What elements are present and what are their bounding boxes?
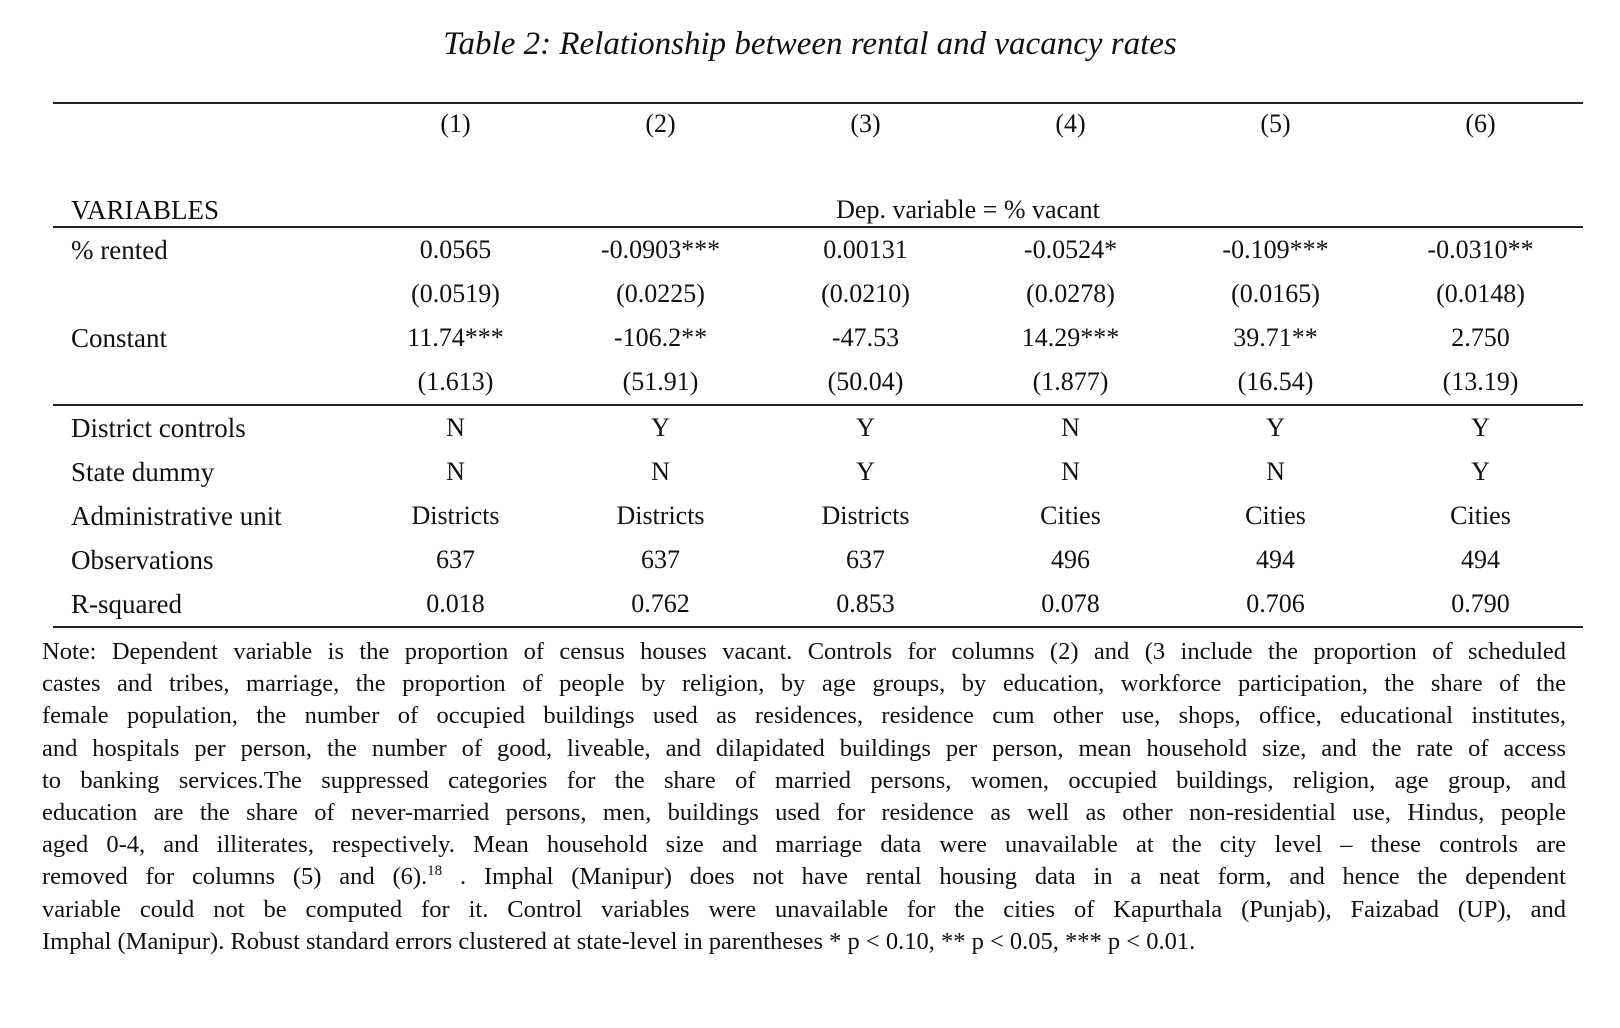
note-line: education are the share of never-married… bbox=[42, 799, 1566, 827]
note-line: castes and tribes, marriage, the proport… bbox=[42, 670, 1566, 698]
table-cell: Districts bbox=[616, 501, 705, 530]
table-cell: (51.91) bbox=[622, 367, 699, 396]
table-row: State dummy N N Y N N Y bbox=[53, 450, 1583, 494]
note-line: Note: Dependent variable is the proporti… bbox=[42, 638, 1566, 665]
row-label bbox=[53, 272, 353, 316]
table-cell: 39.71** bbox=[1233, 323, 1318, 352]
table-cell: 637 bbox=[641, 545, 680, 574]
table-cell: -0.0524* bbox=[1023, 235, 1118, 264]
table-cell: N bbox=[1061, 457, 1080, 486]
table-cell: N bbox=[353, 404, 558, 450]
table-cell: 0.078 bbox=[968, 582, 1173, 628]
table-cell: 637 bbox=[846, 545, 885, 574]
table-cell: -0.0903*** bbox=[600, 235, 721, 264]
table-cell: 496 bbox=[1051, 545, 1090, 574]
table-cell: -0.0310** bbox=[1427, 235, 1534, 264]
table-cell: Districts bbox=[411, 501, 500, 530]
column-header: (2) bbox=[558, 102, 763, 144]
table-row: % rented 0.0565 -0.0903*** 0.00131 -0.0524* -… bbox=[53, 227, 1583, 272]
note-text: removed for columns (5) and (6). bbox=[42, 863, 428, 891]
note-line: Imphal (Manipur). Robust standard errors… bbox=[42, 927, 1196, 955]
note-line: removed for columns (5) and (6).18 . Imp… bbox=[42, 861, 1566, 893]
table-cell: 11.74*** bbox=[407, 323, 504, 352]
table-cell: 2.750 bbox=[1451, 323, 1510, 352]
table-cell: Y bbox=[856, 457, 875, 486]
row-label: R-squared bbox=[53, 582, 353, 628]
table-row: District controls N Y Y N Y Y bbox=[53, 404, 1583, 450]
column-header: (5) bbox=[1173, 102, 1378, 144]
column-number-row: (1) (2) (3) (4) (5) (6) bbox=[53, 102, 1583, 144]
row-label: Administrative unit bbox=[71, 500, 282, 531]
table-cell: (0.0165) bbox=[1231, 279, 1320, 308]
table-cell: (0.0519) bbox=[411, 279, 500, 308]
table-cell: Cities bbox=[1450, 501, 1511, 530]
table-cell: -106.2** bbox=[613, 323, 708, 352]
table-row: Administrative unit Districts Districts Dis… bbox=[53, 494, 1583, 538]
header-row: VARIABLES Dep. variable = % vacant bbox=[53, 194, 1583, 228]
table-cell: Y bbox=[763, 404, 968, 450]
table-cell: Cities bbox=[1040, 501, 1101, 530]
table-cell: Cities bbox=[1245, 501, 1306, 530]
table-cell: 0.853 bbox=[763, 582, 968, 628]
table-cell: N bbox=[968, 404, 1173, 450]
variables-label: VARIABLES bbox=[53, 194, 353, 228]
column-header: (4) bbox=[968, 102, 1173, 144]
note-line: and hospitals per person, the number of … bbox=[42, 734, 1566, 762]
table-row: (0.0519) (0.0225) (0.0210) (0.0278) (0.0165)… bbox=[53, 272, 1583, 316]
table-row: Observations 637 637 637 496 494 494 bbox=[53, 538, 1583, 582]
table-cell: 494 bbox=[1461, 545, 1500, 574]
table-cell: (1.877) bbox=[1032, 367, 1109, 396]
table-cell: 0.762 bbox=[558, 582, 763, 628]
dep-var-label: Dep. variable = % vacant bbox=[353, 194, 1583, 228]
column-header: (6) bbox=[1378, 102, 1583, 144]
table-cell: (1.613) bbox=[417, 367, 494, 396]
note-line: aged 0-4, and illiterates, respectively.… bbox=[42, 831, 1566, 859]
regression-table: (1) (2) (3) (4) (5) (6) VARIABLES Dep. v… bbox=[53, 102, 1583, 628]
table-cell: (0.0210) bbox=[821, 279, 910, 308]
row-label: District controls bbox=[53, 404, 353, 450]
table-cell: (0.0225) bbox=[616, 279, 705, 308]
note-line: female population, the number of occupie… bbox=[42, 702, 1566, 730]
table-cell: Y bbox=[1378, 404, 1583, 450]
table-cell: 0.018 bbox=[353, 582, 558, 628]
table-cell: 0.0565 bbox=[419, 235, 492, 264]
table-cell: 494 bbox=[1256, 545, 1295, 574]
table-cell: Y bbox=[1471, 457, 1490, 486]
table-cell: -47.53 bbox=[831, 323, 900, 352]
note-text: . Imphal (Manipur) does not have rental … bbox=[442, 863, 1566, 891]
table-cell: 0.706 bbox=[1173, 582, 1378, 628]
table-cell: N bbox=[651, 457, 670, 486]
footnote-mark: 18 bbox=[427, 863, 443, 880]
table-cell: -0.109*** bbox=[1222, 235, 1329, 264]
row-label: Observations bbox=[71, 544, 214, 575]
table-cell: 0.790 bbox=[1378, 582, 1583, 628]
table-row: R-squared 0.018 0.762 0.853 0.078 0.706 0.790 bbox=[53, 582, 1583, 628]
table-cell: N bbox=[1266, 457, 1285, 486]
table-cell: N bbox=[446, 457, 465, 486]
table-cell: Y bbox=[558, 404, 763, 450]
table-title: Table 2: Relationship between rental and… bbox=[443, 26, 1177, 62]
table-cell: 637 bbox=[436, 545, 475, 574]
column-header: (3) bbox=[763, 102, 968, 144]
note-line: to banking services.The suppressed categ… bbox=[42, 766, 1566, 794]
table-cell: Districts bbox=[821, 501, 910, 530]
row-label: % rented bbox=[71, 234, 168, 265]
row-label bbox=[53, 360, 353, 405]
table-note: Note: Dependent variable is the proporti… bbox=[42, 636, 1566, 958]
note-line: variable could not be computed for it. C… bbox=[42, 895, 1566, 923]
table-row: (1.613) (51.91) (50.04) (1.877) (16.54) (13.1… bbox=[53, 360, 1583, 405]
table-cell: Y bbox=[1173, 404, 1378, 450]
table-row: Constant 11.74*** -106.2** -47.53 14.29*** 39… bbox=[53, 316, 1583, 360]
row-label: State dummy bbox=[71, 456, 215, 487]
table-cell: (16.54) bbox=[1237, 367, 1314, 396]
table-cell: (50.04) bbox=[827, 367, 904, 396]
row-label: Constant bbox=[71, 322, 168, 353]
table-cell: 0.00131 bbox=[823, 235, 908, 264]
table-cell: (0.0278) bbox=[1026, 279, 1115, 308]
table-cell: (0.0148) bbox=[1436, 279, 1525, 308]
table-cell: (13.19) bbox=[1442, 367, 1519, 396]
column-header: (1) bbox=[353, 102, 558, 144]
table-cell: 14.29*** bbox=[1021, 323, 1120, 352]
